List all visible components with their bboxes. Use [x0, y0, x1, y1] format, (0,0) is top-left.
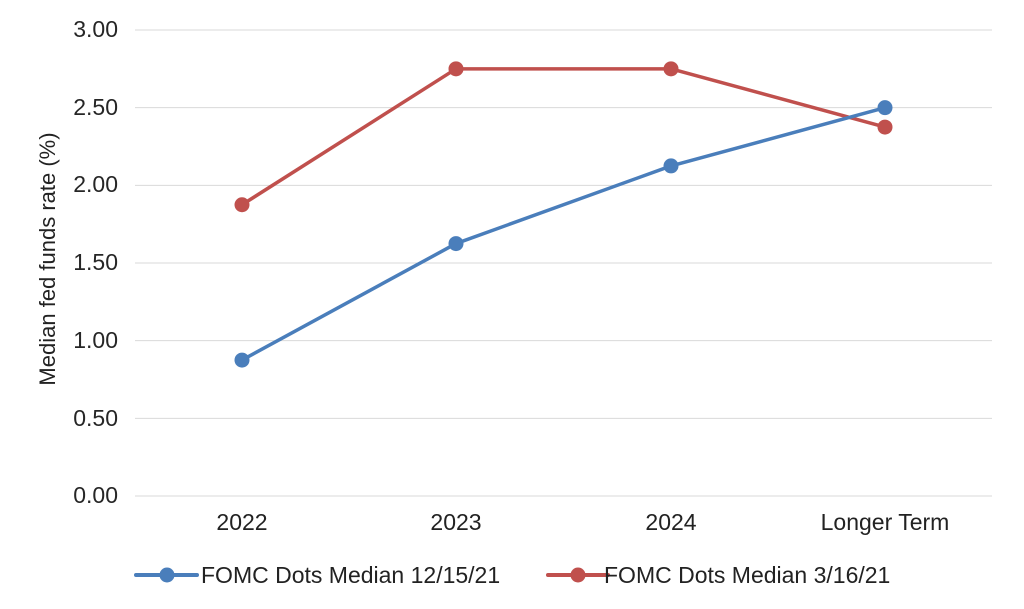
svg-text:3.00: 3.00 [73, 16, 118, 42]
svg-text:2022: 2022 [216, 509, 267, 535]
svg-text:0.00: 0.00 [73, 482, 118, 508]
svg-text:2023: 2023 [430, 509, 481, 535]
svg-text:FOMC Dots Median 12/15/21: FOMC Dots Median 12/15/21 [201, 562, 500, 588]
svg-text:FOMC Dots Median 3/16/21: FOMC Dots Median 3/16/21 [604, 562, 890, 588]
svg-text:Median fed funds rate (%): Median fed funds rate (%) [35, 132, 60, 385]
svg-text:2.50: 2.50 [73, 94, 118, 120]
svg-text:1.00: 1.00 [73, 327, 118, 353]
svg-text:Longer Term: Longer Term [821, 509, 950, 535]
svg-text:2.00: 2.00 [73, 171, 118, 197]
svg-text:0.50: 0.50 [73, 405, 118, 431]
svg-text:2024: 2024 [645, 509, 696, 535]
svg-text:1.50: 1.50 [73, 249, 118, 275]
